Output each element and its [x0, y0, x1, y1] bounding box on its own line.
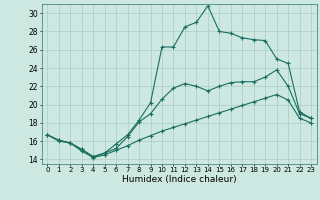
X-axis label: Humidex (Indice chaleur): Humidex (Indice chaleur): [122, 175, 236, 184]
